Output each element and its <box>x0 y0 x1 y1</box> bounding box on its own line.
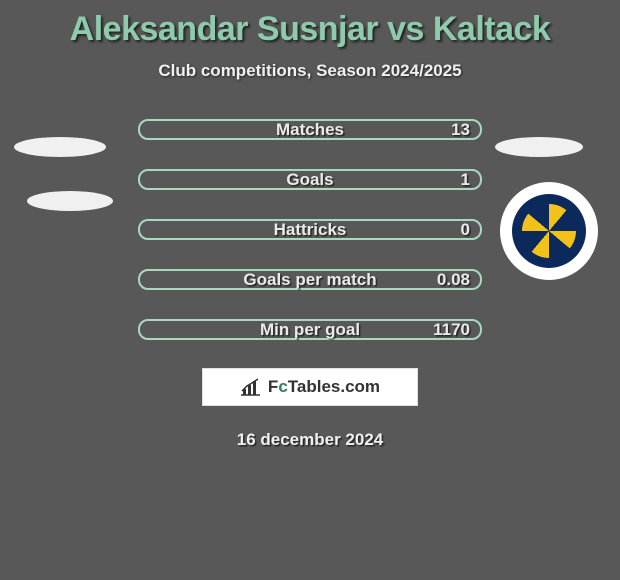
player2-photo-placeholder <box>495 137 583 157</box>
stat-label: Goals <box>286 170 333 190</box>
player2-club-badge <box>500 182 598 280</box>
stat-value: 0 <box>461 220 470 240</box>
player1-club-placeholder <box>27 191 113 211</box>
comparison-title: Aleksandar Susnjar vs Kaltack <box>0 10 620 49</box>
stat-row-goals-per-match: Goals per match 0.08 <box>138 269 482 290</box>
brand-watermark[interactable]: FcTables.com <box>202 368 418 406</box>
comparison-subtitle: Club competitions, Season 2024/2025 <box>0 61 620 81</box>
club-badge-inner <box>512 194 586 268</box>
stat-row-matches: Matches 13 <box>138 119 482 140</box>
stat-value: 0.08 <box>437 270 470 290</box>
stat-value: 1170 <box>433 320 470 340</box>
bar-chart-icon <box>240 377 264 397</box>
stat-row-min-per-goal: Min per goal 1170 <box>138 319 482 340</box>
brand-text: FcTables.com <box>268 377 380 397</box>
club-badge-swirl-icon <box>522 204 576 258</box>
stat-label: Goals per match <box>243 270 376 290</box>
stat-value: 13 <box>451 120 470 140</box>
stat-row-hattricks: Hattricks 0 <box>138 219 482 240</box>
stat-label: Min per goal <box>260 320 360 340</box>
stat-label: Matches <box>276 120 344 140</box>
snapshot-date: 16 december 2024 <box>0 430 620 450</box>
stat-value: 1 <box>461 170 470 190</box>
player1-photo-placeholder <box>14 137 106 157</box>
stat-label: Hattricks <box>274 220 347 240</box>
stat-row-goals: Goals 1 <box>138 169 482 190</box>
